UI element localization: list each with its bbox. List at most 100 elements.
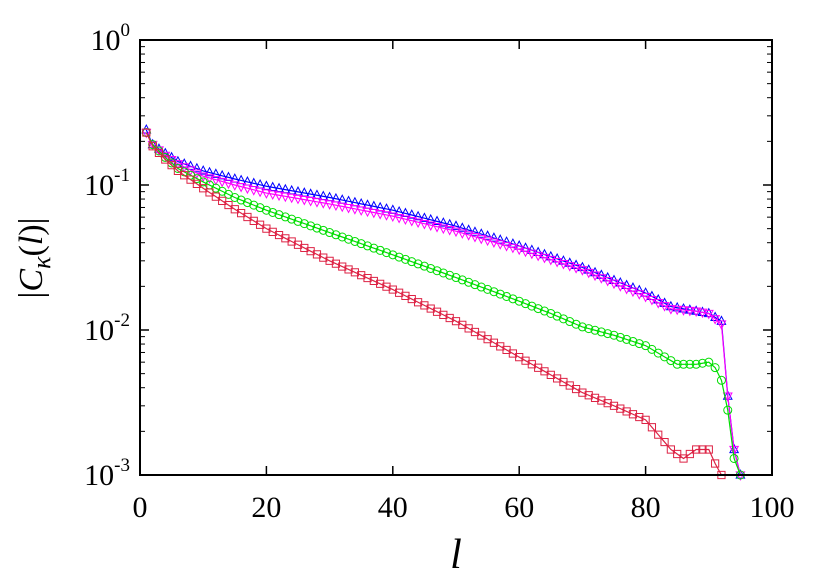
data-point [381, 211, 392, 221]
data-point [457, 275, 467, 285]
data-point [488, 238, 499, 248]
data-point [363, 273, 372, 283]
x-tick-label: 20 [251, 491, 281, 524]
data-point [679, 454, 688, 463]
data-point [635, 412, 644, 422]
data-point [577, 266, 588, 276]
data-point [142, 128, 151, 137]
x-tick-label: 100 [750, 491, 795, 524]
data-point [255, 220, 265, 229]
data-point [161, 155, 170, 164]
data-point [387, 212, 398, 222]
data-point [394, 213, 405, 224]
series-3 [142, 128, 726, 480]
data-point [400, 254, 410, 264]
data-point [242, 184, 253, 195]
data-point [464, 277, 474, 287]
y-axis-label: |Cκ(l)| [13, 218, 56, 299]
data-point [678, 306, 689, 316]
data-point [463, 224, 474, 234]
data-point [432, 223, 443, 233]
data-point [426, 263, 436, 273]
data-point [274, 230, 284, 240]
data-point [180, 171, 189, 180]
data-point [173, 166, 183, 176]
data-point [218, 196, 227, 205]
data-point [199, 184, 208, 193]
data-point [369, 276, 378, 286]
data-point [280, 212, 290, 222]
data-point [502, 345, 511, 355]
ticks-layer: 0 20 40 60 80 100 100 10-1 10-2 10-3 [84, 20, 794, 524]
data-point [293, 240, 303, 249]
data-point [527, 360, 536, 369]
data-point [432, 307, 442, 316]
data-point [224, 200, 233, 210]
data-point [274, 191, 285, 202]
data-point [210, 176, 221, 186]
data-point [672, 359, 682, 369]
data-point [154, 148, 164, 157]
data-point [337, 232, 347, 242]
data-point [685, 449, 694, 459]
x-tick-label: 80 [631, 491, 661, 524]
data-point [148, 142, 157, 151]
data-point [533, 251, 544, 262]
y-axis-label-bar-left: | [13, 292, 50, 299]
data-point [495, 240, 506, 250]
plot-frame [139, 39, 773, 476]
data-point [248, 186, 259, 196]
data-point [502, 291, 512, 301]
data-point [249, 200, 259, 210]
x-tick-label: 60 [504, 491, 534, 524]
data-point [368, 208, 379, 219]
data-point [515, 353, 524, 362]
data-point [710, 363, 720, 373]
data-point [578, 388, 587, 397]
data-point [438, 268, 448, 278]
data-point [451, 273, 461, 283]
data-point [444, 218, 455, 229]
data-point [147, 140, 158, 151]
data-point [533, 304, 543, 314]
data-point [236, 195, 246, 205]
data-point [286, 193, 297, 204]
data-point [716, 320, 727, 330]
data-point [407, 294, 416, 304]
data-point [603, 329, 613, 339]
data-point [444, 226, 455, 236]
y-tick-label: 10-2 [84, 310, 130, 347]
data-point [704, 445, 713, 454]
data-point [356, 239, 366, 249]
data-point [350, 268, 359, 277]
data-point [401, 291, 410, 301]
data-point [697, 308, 708, 319]
data-point [450, 227, 462, 238]
data-point [558, 314, 568, 324]
data-point [338, 262, 347, 271]
data-point [469, 233, 480, 243]
data-point [344, 265, 353, 274]
data-point [331, 259, 341, 268]
y-axis-label-kappa: κ [27, 256, 56, 269]
data-point [331, 230, 341, 240]
data-point [482, 236, 493, 247]
data-point [413, 218, 424, 229]
data-point [590, 393, 600, 402]
data-point [280, 192, 291, 203]
data-point [147, 138, 158, 149]
data-point [205, 188, 214, 197]
data-point [571, 319, 581, 329]
data-point [634, 290, 645, 300]
data-point [362, 207, 373, 218]
data-point [445, 313, 454, 323]
data-point [722, 392, 733, 402]
y-axis-label-paren: ( [13, 245, 50, 256]
data-point [564, 262, 575, 272]
data-point [281, 234, 290, 243]
data-point [451, 317, 461, 326]
data-point [729, 443, 740, 454]
series-1 [141, 128, 746, 481]
data-point [419, 212, 430, 222]
